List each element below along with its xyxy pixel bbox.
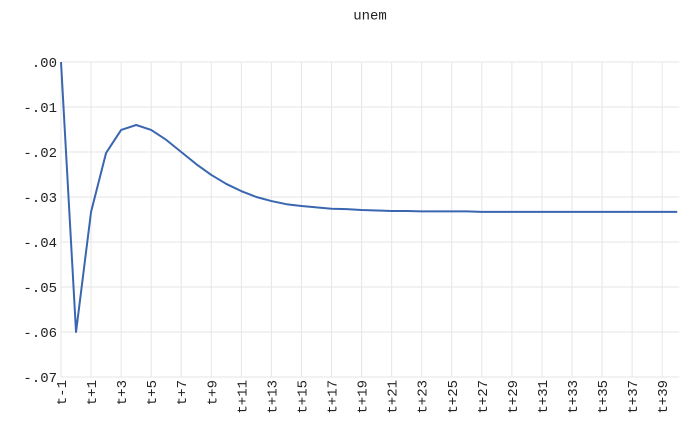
- y-tick-label: -.03: [23, 191, 57, 207]
- chart-title: unem: [353, 9, 387, 25]
- x-tick-label: t+31: [536, 380, 552, 414]
- y-tick-label: -.04: [23, 236, 57, 252]
- y-tick-label: -.05: [23, 281, 57, 297]
- x-tick-label: t+39: [656, 380, 672, 414]
- y-tick-label: -.02: [23, 146, 57, 162]
- x-tick-label: t+1: [85, 380, 101, 405]
- x-tick-label: t+25: [446, 380, 462, 414]
- x-tick-label: t+19: [356, 380, 372, 414]
- x-tick-label: t-1: [55, 380, 71, 405]
- x-tick-label: t+5: [145, 380, 161, 405]
- x-tick-label: t+37: [626, 380, 642, 414]
- y-tick-label: -.06: [23, 326, 57, 342]
- x-tick-label: t+23: [416, 380, 432, 414]
- y-tick-label: -.01: [23, 101, 57, 117]
- y-tick-label: -.07: [23, 371, 57, 387]
- x-tick-label: t+21: [386, 380, 402, 414]
- x-tick-label: t+9: [205, 380, 221, 405]
- x-tick-label: t+33: [566, 380, 582, 414]
- line: [60, 61, 678, 333]
- x-tick-label: t+27: [476, 380, 492, 414]
- x-tick-label: t+35: [596, 380, 612, 414]
- x-tick-label: t+11: [235, 380, 251, 414]
- x-tick-label: t+15: [295, 380, 311, 414]
- x-tick-label: t+7: [175, 380, 191, 405]
- x-tick-label: t+13: [265, 380, 281, 414]
- y-tick-label: .00: [32, 56, 57, 72]
- x-tick-label: t+3: [115, 380, 131, 405]
- x-tick-label: t+17: [326, 380, 342, 414]
- x-tick-label: t+29: [506, 380, 522, 414]
